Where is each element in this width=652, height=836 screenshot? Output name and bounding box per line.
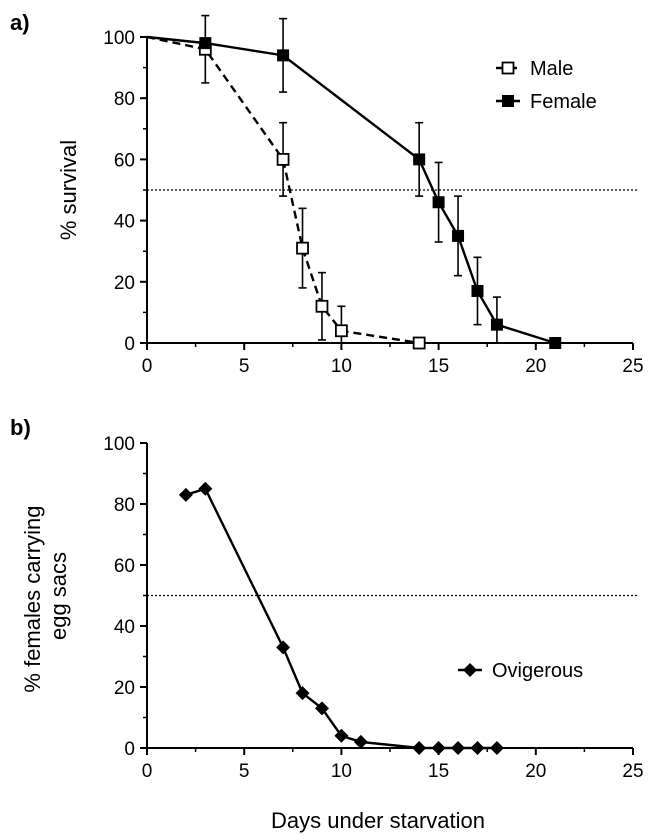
panel-b-y-axis-title: % females carrying egg sacs [20,499,71,692]
panel-a-x-tick-label: 5 [239,356,250,377]
panel-b-series-ovigerous-line [185,487,497,750]
panel-b-series-ovigerous-point [451,741,466,755]
panel-b-series-ovigerous-point [431,741,446,755]
panel-a-series-female-point [199,37,212,50]
panel-b-x-tick-label: 25 [622,761,643,782]
panel-b-y-tick-label: 0 [124,739,135,760]
panel-a-x-tick-label: 10 [331,356,352,377]
panel-a-series-female-point [432,196,445,209]
panel-a-series-male-point [412,336,426,350]
panel-a-series-female-legend-marker [502,95,514,107]
panel-b-series-ovigerous-point [334,728,349,743]
panel-a-series-female-point [490,318,503,331]
panel-b-series-ovigerous-point [198,481,213,496]
panel-a-y-tick-label: 60 [114,150,135,171]
panel-a-y-tick-label: 40 [114,212,135,233]
panel-a-y-tick-label: 80 [114,89,135,110]
panel-a-series-female-legend-label: Female [530,91,597,113]
panel-b-plot-area: 0 20 40 60 80 100 0 5 10 15 20 25 Ovigerous [103,434,643,782]
panel-a-series-female-point [549,337,562,349]
panel-a-y-tick-label: 0 [124,334,135,355]
panel-b-x-tick-label: 5 [239,761,250,782]
x-axis-title: Days under starvation [271,808,485,833]
panel-a-series-male-point [276,152,290,166]
panel-b-y-tick-label: 40 [114,617,135,638]
panel-a-y-tick-label: 100 [103,28,135,49]
panel-b-series-ovigerous-point [412,741,427,755]
panel-b-y-tick-label: 60 [114,556,135,577]
panel-a-series-male-legend-label: Male [530,58,573,80]
panel-b-x-tick-label: 0 [142,761,153,782]
panel-a-series-male-point [334,324,348,338]
panel-a-x-tick-label: 0 [142,356,153,377]
panel-a-series-male-point [315,299,329,313]
panel-b-series-ovigerous-point [314,701,329,716]
panel-b-series-ovigerous-point [353,734,368,749]
panel-b-x-tick-label: 15 [428,761,449,782]
panel-b-series-ovigerous-legend-label: Ovigerous [492,660,583,682]
panel-a-y-axis-title: % survival [56,140,81,240]
panel-b-series-ovigerous-point [489,741,504,755]
panel-b-y-tick-label: 20 [114,678,135,699]
panel-a-series-female-point [277,49,290,62]
panel-b-series-ovigerous-point [178,487,193,502]
panel-a-x-tick-label: 15 [428,356,449,377]
panel-a-series-male-legend-marker [501,61,515,75]
panel-b-series-ovigerous-point [470,741,485,755]
panel-a-survival-chart: a) % survival 0 20 40 60 80 100 0 5 10 15 20 25 Male… [10,10,644,377]
panel-b-series-ovigerous-point [295,686,310,701]
panel-a-series-male-point [296,241,309,255]
panel-a-plot-area: 0 20 40 60 80 100 0 5 10 15 20 25 Male Female [103,14,644,377]
panel-b-y-axis-title-line-1: % females carrying [20,506,45,693]
panel-b-y-tick-label: 80 [114,495,135,516]
panel-b-egg-sac-chart: b) % females carrying egg sacs 0 20 40 60 80… [10,415,644,782]
panel-b-series-ovigerous-point [276,640,291,655]
panel-a-label: a) [10,10,30,35]
panel-b-y-axis-title-line-2: egg sacs [46,552,71,640]
panel-b-x-tick-label: 20 [525,761,546,782]
panel-a-x-tick-label: 25 [622,356,643,377]
panel-a-x-tick-label: 20 [525,356,546,377]
panel-b-y-tick-label: 100 [103,434,135,455]
panel-b-series-ovigerous-legend-marker [463,663,477,677]
panel-b-x-tick-label: 10 [331,761,352,782]
panel-a-y-tick-label: 20 [114,273,135,294]
panel-a-series-female-point [413,153,426,166]
panel-a-series-female-point [471,284,484,297]
panel-b-label: b) [10,415,31,440]
panel-a-series-female-point [452,229,465,242]
